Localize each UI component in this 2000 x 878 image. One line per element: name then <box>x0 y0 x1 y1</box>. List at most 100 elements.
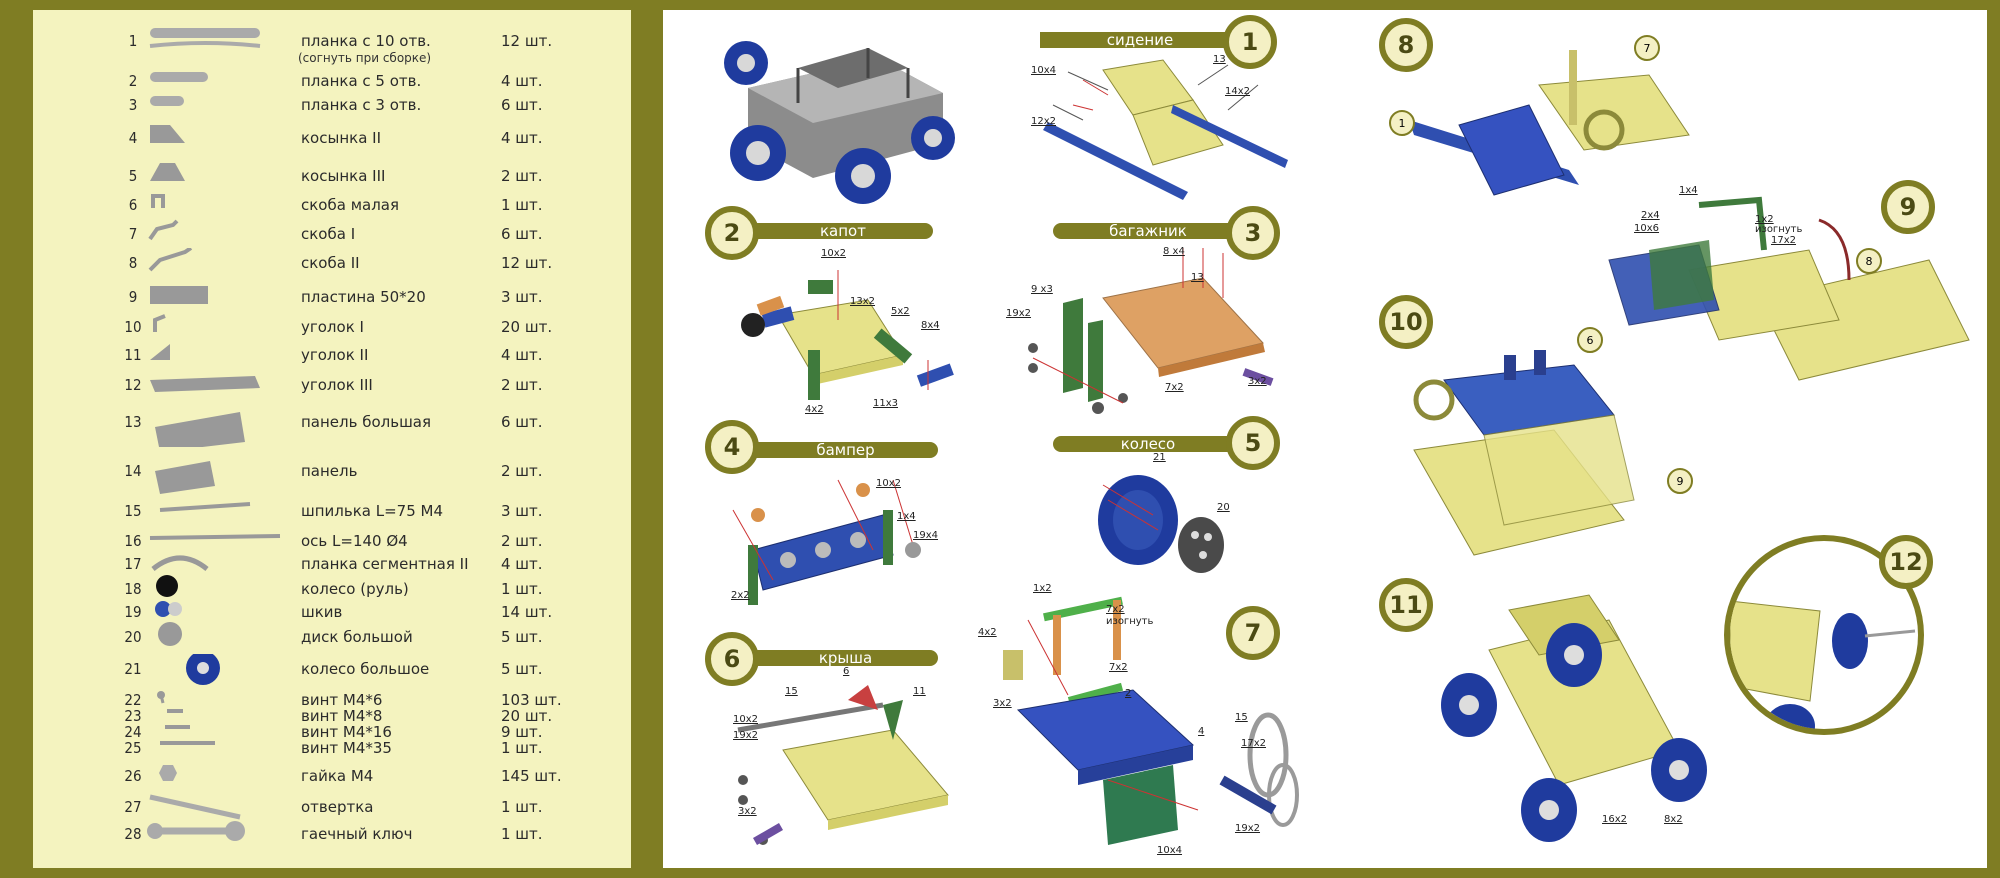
callout-label: 15 <box>785 686 798 697</box>
assembly-steps-sheet-2: 8 7 1 9 1x4 2x4 10x6 1x2 изогнуть 17x2 8… <box>1319 10 1987 868</box>
step-6-roof-diagram <box>737 685 949 845</box>
part-number: 24 <box>124 723 142 741</box>
part-name: винт М4*16 <box>301 723 392 741</box>
part-quantity: 2 шт. <box>501 462 543 480</box>
part-row: 21 колесо большое 5 шт. <box>33 654 631 685</box>
part-row: 3 планка с 3 отв. 6 шт. <box>33 96 631 116</box>
part-number: 6 <box>128 196 138 214</box>
part-number: 7 <box>128 225 138 243</box>
part-quantity: 4 шт. <box>501 555 543 573</box>
step-number: 4 <box>723 433 741 461</box>
part-callout-8: 8 <box>1856 248 1882 274</box>
part-name: ось L=140 Ø4 <box>301 532 408 550</box>
callout-label: 12x2 <box>1031 116 1057 127</box>
pulley-icon <box>155 601 182 617</box>
part-row: 7 скоба I 6 шт. <box>33 219 631 245</box>
part-number: 28 <box>124 825 142 843</box>
nut-icon <box>159 765 177 781</box>
step-6-banner: крыша <box>753 650 938 666</box>
stud-icon <box>159 502 251 512</box>
step-number: 10 <box>1389 308 1423 336</box>
assembly-steps-sheet-1: сидение 1 10x4 13 14x2 12x2 2 капот 10x2… <box>663 10 1319 868</box>
callout-label: 2 <box>1125 688 1132 699</box>
bracket-1-icon <box>148 219 179 241</box>
part-name: шпилька L=75 М4 <box>301 502 443 520</box>
part-number: 23 <box>124 707 142 725</box>
callout-label: 11x3 <box>873 398 899 409</box>
part-quantity: 103 шт. <box>501 691 562 709</box>
part-quantity: 2 шт. <box>501 532 543 550</box>
part-name: гаечный ключ <box>301 825 413 843</box>
part-name: планка с 10 отв. <box>301 32 431 50</box>
callout-label: 5x2 <box>891 306 910 317</box>
part-name: колесо (руль) <box>301 580 409 598</box>
part-name: косынка II <box>301 129 382 147</box>
part-row: 28 гаечный ключ 1 шт. <box>33 821 631 845</box>
part-row: 5 косынка III 2 шт. <box>33 163 631 187</box>
part-name: уголок I <box>301 318 364 336</box>
step-5-badge: 5 <box>1226 416 1280 470</box>
step-5-wheel-diagram <box>1098 475 1224 573</box>
part-row: 2 планка с 5 отв. 4 шт. <box>33 72 631 92</box>
part-row: 4 косынка II 4 шт. <box>33 125 631 149</box>
part-number: 27 <box>124 798 142 816</box>
callout-label: 3x2 <box>1248 376 1267 387</box>
step-number: 5 <box>1244 429 1262 457</box>
small-bracket-icon <box>151 194 165 208</box>
callout-label: 17x2 <box>1771 235 1797 246</box>
part-number: 16 <box>124 532 142 550</box>
step-2-hood-diagram <box>741 270 954 400</box>
part-quantity: 1 шт. <box>501 580 543 598</box>
part-quantity: 2 шт. <box>501 376 543 394</box>
large-panel-icon <box>155 412 245 447</box>
part-quantity: 3 шт. <box>501 502 543 520</box>
callout-label: 8 x4 <box>1163 246 1185 257</box>
part-quantity: 6 шт. <box>501 413 543 431</box>
part-quantity: 12 шт. <box>501 254 553 272</box>
step-7-badge: 7 <box>1226 606 1280 660</box>
step-number: 3 <box>1244 219 1262 247</box>
part-name: пластина 50*20 <box>301 288 426 306</box>
part-quantity: 1 шт. <box>501 739 543 757</box>
step-number: 7 <box>1244 619 1262 647</box>
finished-car-illustration <box>724 41 955 204</box>
bracket-2-icon <box>148 248 193 272</box>
gusset-2-icon <box>150 125 185 143</box>
step-number: 2 <box>723 219 741 247</box>
part-number: 1 <box>128 32 138 50</box>
top-frame-stripe <box>0 0 1987 10</box>
large-wheel-icon <box>186 654 220 685</box>
part-name: планка сегментная II <box>301 555 469 573</box>
screw-35-icon <box>160 741 215 745</box>
part-row: 8 скоба II 12 шт. <box>33 248 631 274</box>
strip-10-holes-icon <box>149 28 261 48</box>
step-6-badge: 6 <box>705 632 759 686</box>
part-row: 27 отвертка 1 шт. <box>33 794 631 820</box>
part-name: косынка III <box>301 167 386 185</box>
part-name: диск большой <box>301 628 413 646</box>
part-number: 15 <box>124 502 142 520</box>
part-row: 1 планка с 10 отв. (согнуть при сборке) 12 … <box>33 28 631 65</box>
part-row: 10 уголок I 20 шт. <box>33 314 631 338</box>
part-name: винт М4*8 <box>301 707 383 725</box>
part-name: колесо большое <box>301 660 430 678</box>
callout-label: 10x2 <box>733 714 759 725</box>
callout-label: 4x2 <box>805 404 824 415</box>
part-quantity: 20 шт. <box>501 318 553 336</box>
step-number: 6 <box>723 645 741 673</box>
part-row: 13 панель большая 6 шт. <box>33 412 631 447</box>
step-4-bumper-diagram <box>732 479 921 605</box>
part-quantity: 1 шт. <box>501 196 543 214</box>
screwdriver-icon <box>149 794 241 820</box>
part-row: 20 диск большой 5 шт. <box>33 622 631 648</box>
callout-label: 13 <box>1191 272 1204 283</box>
step-number: 11 <box>1389 591 1423 619</box>
screw-6-icon <box>157 691 165 704</box>
step-12-badge: 12 <box>1879 535 1933 589</box>
part-quantity: 4 шт. <box>501 129 543 147</box>
part-quantity: 5 шт. <box>501 660 543 678</box>
part-quantity: 4 шт. <box>501 72 543 90</box>
steering-wheel-icon <box>156 575 178 597</box>
part-callout-1: 1 <box>1389 110 1415 136</box>
callout-label: 19x2 <box>733 730 759 741</box>
